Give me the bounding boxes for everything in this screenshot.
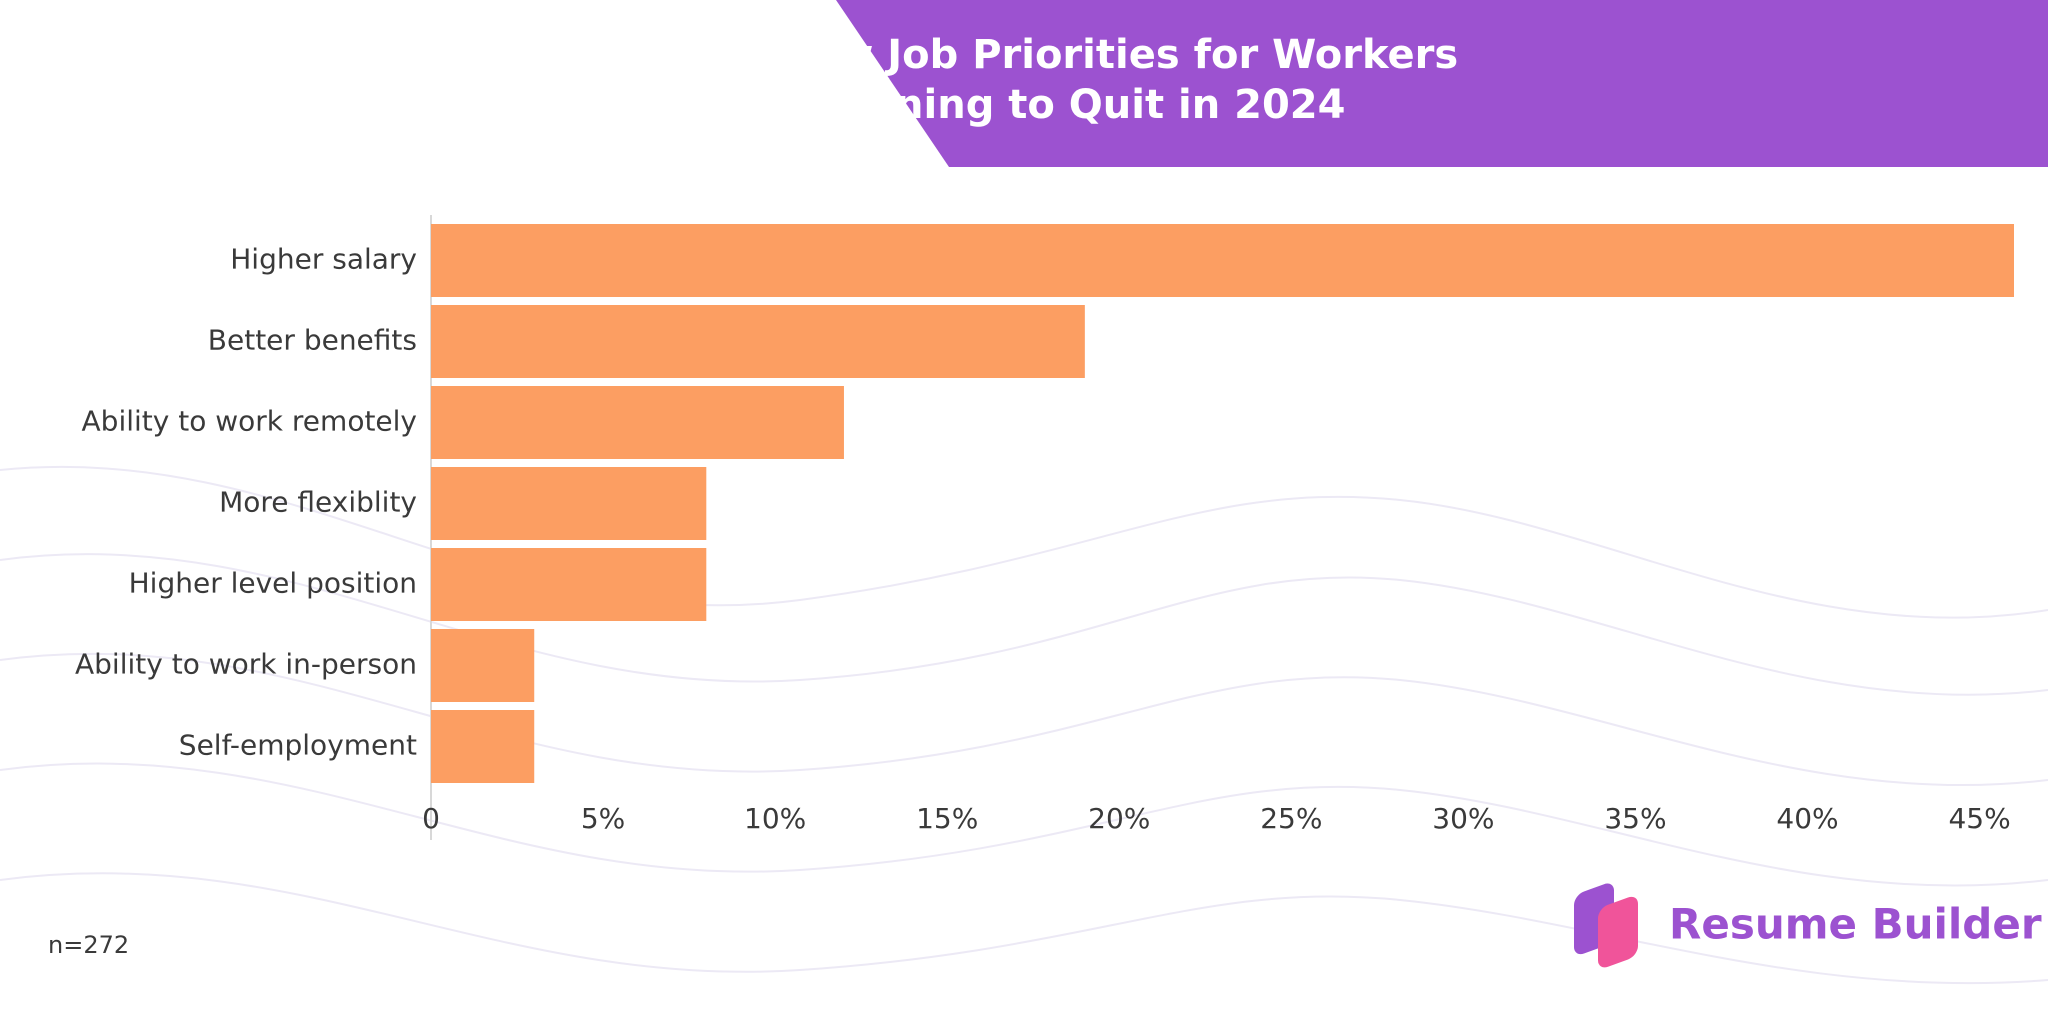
bar xyxy=(431,629,535,702)
y-tick-label: Higher salary xyxy=(230,243,417,276)
wave xyxy=(0,872,2048,985)
logo-icon xyxy=(1574,883,1638,968)
title-banner xyxy=(836,0,2048,167)
y-tick-label: Ability to work in-person xyxy=(75,648,417,681)
bar xyxy=(431,548,707,621)
x-tick-label: 30% xyxy=(1432,802,1494,835)
x-tick-label: 0 xyxy=(422,802,440,835)
y-tick-label: Higher level position xyxy=(129,567,417,600)
x-tick-label: 40% xyxy=(1776,802,1838,835)
x-tick-label: 20% xyxy=(1088,802,1150,835)
chart-title: Top New Job Priorities for Workers Plann… xyxy=(683,32,1459,128)
wave xyxy=(0,465,2048,619)
y-tick-label: Self-employment xyxy=(179,729,417,762)
background-waves xyxy=(0,465,2048,985)
x-tick-label: 5% xyxy=(581,802,625,835)
y-tick-label: More flexiblity xyxy=(219,486,417,519)
brand-name: Resume Builder xyxy=(1669,900,2042,949)
wave xyxy=(0,652,2048,787)
bar xyxy=(431,386,844,459)
logo-shape xyxy=(1598,896,1638,968)
x-tick-label: 25% xyxy=(1260,802,1322,835)
bar xyxy=(431,710,535,783)
sample-note: n=272 xyxy=(48,931,129,959)
wave xyxy=(0,553,2048,696)
bar xyxy=(431,305,1085,378)
y-tick-label: Better benefits xyxy=(208,324,417,357)
y-tick-label: Ability to work remotely xyxy=(82,405,417,438)
x-tick-label: 35% xyxy=(1604,802,1666,835)
x-tick-label: 45% xyxy=(1948,802,2010,835)
x-tick-label: 10% xyxy=(744,802,806,835)
wave xyxy=(0,762,2048,887)
x-tick-label: 15% xyxy=(916,802,978,835)
bar xyxy=(431,467,707,540)
bar xyxy=(431,224,2014,297)
